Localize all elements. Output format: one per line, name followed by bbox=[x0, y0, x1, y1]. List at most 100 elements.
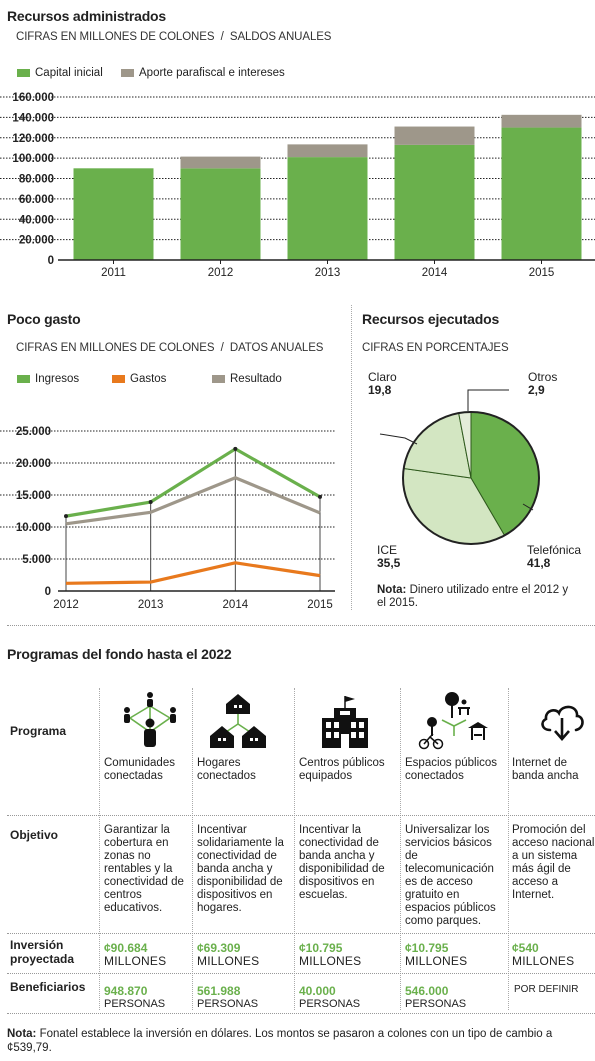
program-beneficiaries-unit: PERSONAS bbox=[405, 998, 467, 1010]
y-tick-label: 20.000 bbox=[19, 235, 54, 247]
row-label-inversion: Inversión proyectada bbox=[10, 938, 75, 966]
row-label-programa: Programa bbox=[10, 724, 67, 738]
program-beneficiaries-unit: PERSONAS bbox=[197, 998, 259, 1010]
chart1-legend-item-capital: Capital inicial bbox=[17, 67, 103, 79]
bar-aporte bbox=[180, 156, 261, 169]
row-divider bbox=[7, 933, 595, 934]
people-network-icon bbox=[124, 692, 176, 747]
slice-label-claro: Claro bbox=[368, 370, 397, 384]
column-divider bbox=[294, 688, 295, 1010]
houses-network-icon bbox=[210, 694, 266, 748]
public-building-icon bbox=[322, 696, 368, 748]
program-objective-espacios: Universalizar los servicios básicos de t… bbox=[405, 824, 496, 927]
program-beneficiaries-hogares: 561.988 bbox=[197, 984, 241, 998]
legend-swatch-resultado bbox=[212, 375, 225, 383]
pie-outline bbox=[402, 411, 540, 545]
bar-aporte bbox=[394, 126, 475, 145]
bar-capital bbox=[73, 168, 154, 260]
chart1-bar-chart: 0 20.000 40.000 60.000 80.000 100.000 120.000 1… bbox=[0, 92, 595, 279]
slice-value-ice: 35,5 bbox=[377, 556, 401, 570]
row-label-objetivo: Objetivo bbox=[10, 828, 59, 842]
program-name-internet: Internet de banda ancha bbox=[512, 757, 579, 782]
chart2-legend-item-ingresos: Ingresos bbox=[17, 373, 79, 385]
cloud-download-icon bbox=[541, 705, 584, 741]
program-beneficiaries-internet: POR DEFINIR bbox=[514, 984, 579, 995]
leader-line-otros bbox=[467, 389, 509, 411]
chart1-subtitle: CIFRAS EN MILLONES DE COLONES / SALDOS A… bbox=[16, 31, 332, 43]
program-investment-espacios: ¢10.795 bbox=[405, 941, 449, 955]
x-tick-label: 2014 bbox=[223, 599, 249, 611]
footer-note-text: Fonatel establece la inversión en dólare… bbox=[7, 1028, 553, 1054]
program-beneficiaries-unit: PERSONAS bbox=[104, 998, 166, 1010]
program-objective-internet: Promoción del acceso nacional a un siste… bbox=[512, 824, 595, 901]
slice-label-telefonica: Telefónica bbox=[527, 543, 581, 557]
column-divider bbox=[508, 688, 509, 1010]
program-investment-centros: ¢10.795 bbox=[299, 941, 343, 955]
chart2-title: Poco gasto bbox=[7, 311, 81, 327]
footer-note-label: Nota: bbox=[7, 1028, 37, 1040]
y-tick-label: 5.000 bbox=[22, 554, 51, 566]
program-name-espacios: Espacios públicos conectados bbox=[405, 757, 498, 782]
x-tick-label: 2012 bbox=[208, 267, 234, 279]
data-point bbox=[148, 500, 153, 505]
row-divider bbox=[7, 973, 595, 974]
program-investment-hogares: ¢69.309 bbox=[197, 941, 241, 955]
program-name-centros: Centros públicos equipados bbox=[299, 757, 385, 782]
series-line-ingresos bbox=[65, 447, 321, 518]
column-divider bbox=[400, 688, 401, 1010]
x-tick-label: 2012 bbox=[53, 599, 79, 611]
chart1-legend-item-aporte: Aporte parafiscal e intereses bbox=[121, 67, 285, 79]
y-tick-label: 10.000 bbox=[16, 522, 51, 534]
legend-swatch-ingresos bbox=[17, 375, 30, 383]
column-divider bbox=[99, 688, 100, 1010]
chart3-note-label: Nota: bbox=[377, 584, 407, 596]
chart1-title: Recursos administrados bbox=[7, 8, 166, 24]
legend-swatch-gastos bbox=[112, 375, 125, 383]
bar-capital bbox=[180, 168, 261, 260]
y-tick-label: 20.000 bbox=[16, 458, 51, 470]
chart2-line-chart: 0 5.000 10.000 15.000 20.000 25.000 2012 2013 20… bbox=[0, 426, 335, 611]
bar-capital bbox=[501, 127, 582, 260]
slice-label-ice: ICE bbox=[377, 543, 397, 557]
program-investment-unit: MILLONES bbox=[512, 954, 575, 968]
slice-value-claro: 19,8 bbox=[368, 383, 392, 397]
y-tick-label: 140.000 bbox=[12, 112, 54, 124]
chart3-title: Recursos ejecutados bbox=[362, 311, 500, 327]
program-beneficiaries-unit: PERSONAS bbox=[299, 998, 361, 1010]
bar-aporte bbox=[287, 144, 368, 158]
leader-line-telefonica bbox=[522, 503, 534, 511]
chart3-note: Nota: Dinero utilizado entre el 2012 y e… bbox=[377, 584, 577, 610]
leader-line-claro bbox=[379, 433, 418, 445]
program-investment-internet: ¢540 bbox=[512, 941, 539, 955]
legend-label-capital: Capital inicial bbox=[35, 67, 103, 79]
y-tick-label: 0 bbox=[45, 586, 51, 598]
chart2-subtitle: CIFRAS EN MILLONES DE COLONES / DATOS AN… bbox=[16, 342, 324, 354]
bar-capital bbox=[394, 144, 475, 260]
program-name-hogares: Hogares conectados bbox=[197, 757, 256, 782]
y-tick-label: 25.000 bbox=[16, 426, 51, 438]
y-tick-label: 0 bbox=[48, 255, 54, 267]
chart3-subtitle: CIFRAS EN PORCENTAJES bbox=[362, 342, 509, 354]
program-investment-unit: MILLONES bbox=[299, 954, 362, 968]
x-tick-label: 2015 bbox=[529, 267, 555, 279]
x-tick-label: 2011 bbox=[101, 267, 126, 279]
public-spaces-icon bbox=[418, 692, 488, 750]
y-tick-label: 60.000 bbox=[19, 194, 54, 206]
x-tick-label: 2014 bbox=[422, 267, 448, 279]
row-label-beneficiarios: Beneficiarios bbox=[10, 980, 86, 994]
slice-label-otros: Otros bbox=[528, 370, 557, 384]
bar-aporte bbox=[501, 114, 582, 128]
programs-title: Programas del fondo hasta el 2022 bbox=[7, 646, 232, 662]
x-tick-label: 2015 bbox=[307, 599, 333, 611]
section-divider bbox=[351, 305, 352, 610]
program-beneficiaries-comunidades: 948.870 bbox=[104, 984, 148, 998]
program-investment-comunidades: ¢90.684 bbox=[104, 941, 148, 955]
y-tick-label: 15.000 bbox=[16, 490, 51, 502]
y-tick-label: 80.000 bbox=[19, 174, 54, 186]
slice-value-telefonica: 41,8 bbox=[527, 556, 551, 570]
chart2-legend-item-gastos: Gastos bbox=[112, 373, 166, 385]
series-line-resultado bbox=[65, 476, 321, 526]
y-tick-label: 120.000 bbox=[12, 133, 54, 145]
legend-label-gastos: Gastos bbox=[130, 373, 167, 385]
